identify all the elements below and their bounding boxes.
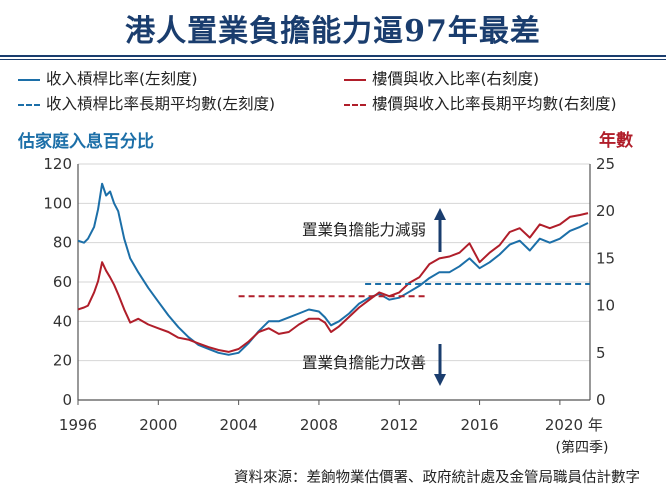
right-tick-label: 25: [596, 155, 615, 173]
legend-label-price-income: 樓價與收入比率(右刻度): [372, 70, 540, 88]
left-tick-label: 20: [53, 352, 72, 370]
x-tick-label: 2000: [139, 416, 177, 434]
left-tick-label: 60: [53, 273, 72, 291]
right-tick-label: 10: [596, 297, 615, 315]
x-tick-label: 2008: [300, 416, 338, 434]
left-axis-title: 估家庭入息百分比: [18, 132, 154, 152]
right-axis-title: 年數: [599, 131, 633, 151]
arrow-up-head: [434, 208, 446, 220]
chart-title: 港人置業負擔能力逼97年最差: [125, 14, 541, 49]
left-tick-label: 80: [53, 234, 72, 252]
annotation-down: 置業負擔能力改善: [302, 344, 446, 386]
legend-swatch-red-dashed: [344, 104, 366, 106]
series-line-1: [77, 212, 589, 353]
legend-label-income-leverage: 收入槓桿比率(左刻度): [46, 70, 198, 88]
left-tick-label: 100: [43, 194, 72, 212]
annotation-up-label: 置業負擔能力減弱: [302, 221, 426, 239]
x-tick-label: 2020 年: [545, 416, 603, 434]
annotation-up: 置業負擔能力減弱: [302, 208, 446, 252]
x-axis-note: (第四季): [556, 439, 609, 456]
legend-swatch-blue-dashed: [18, 104, 40, 106]
x-tick-label: 2004: [220, 416, 258, 434]
x-tick-label: 2012: [380, 416, 418, 434]
right-tick-label: 5: [596, 344, 606, 362]
annotation-down-label: 置業負擔能力改善: [302, 354, 426, 372]
arrow-down-head: [434, 374, 446, 386]
left-tick-label: 120: [43, 155, 72, 173]
legend-label-income-leverage-avg: 收入槓桿比率長期平均數(左刻度): [46, 95, 276, 113]
legend-swatch-red-solid: [344, 79, 366, 81]
right-tick-label: 20: [596, 202, 615, 220]
x-tick-label: 1996: [59, 416, 97, 434]
legend-swatch-blue-solid: [18, 79, 40, 81]
right-tick-label: 0: [596, 391, 606, 409]
x-tick-label: 2016: [460, 416, 498, 434]
right-tick-label: 15: [596, 249, 615, 267]
source-note: 資料來源：差餉物業估價署、政府統計處及金管局職員估計數字: [234, 470, 640, 486]
left-tick-label: 0: [62, 391, 72, 409]
axis-ticks: 0 20 40 60 80 100 120 0 5 10 15 20 25 1996 2000 2004 200…: [43, 155, 615, 434]
legend-label-price-income-avg: 樓價與收入比率長期平均數(右刻度): [372, 95, 617, 113]
series-lines: [77, 182, 590, 356]
title-rule-thin: [0, 59, 666, 60]
title-rule: [0, 55, 666, 57]
left-tick-label: 40: [53, 312, 72, 330]
series-line-0: [77, 182, 589, 356]
